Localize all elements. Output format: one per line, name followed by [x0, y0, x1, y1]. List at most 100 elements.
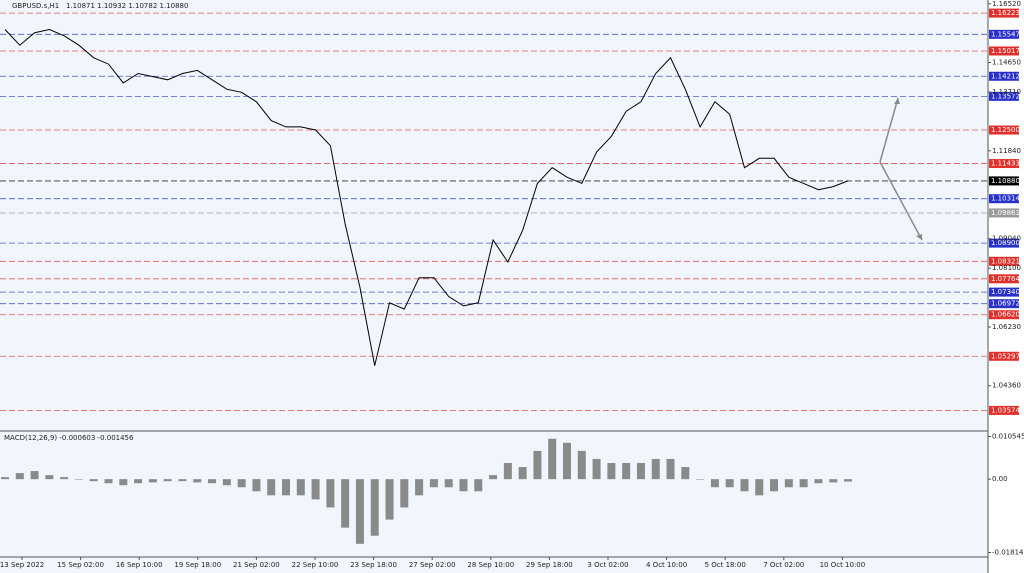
macd-bar	[740, 479, 749, 492]
macd-bar	[74, 479, 83, 480]
level-label-box	[989, 29, 1019, 39]
level-label-box	[989, 91, 1019, 101]
macd-bar	[1, 477, 9, 480]
macd-bar	[326, 479, 335, 508]
macd-bar	[252, 479, 261, 492]
y-tick-label: 0.00	[992, 475, 1008, 483]
plot-background	[0, 0, 988, 573]
y-tick-label: 1.16520	[992, 0, 1021, 8]
x-tick-label: 5 Oct 18:00	[705, 561, 746, 569]
level-label: 1.07340	[991, 288, 1020, 296]
level-label: 1.05297	[991, 352, 1020, 360]
x-tick-label: 27 Sep 02:00	[409, 561, 456, 569]
x-tick-label: 7 Oct 02:00	[763, 561, 804, 569]
y-tick-label: 1.04360	[992, 382, 1021, 390]
macd-bar	[844, 479, 852, 482]
macd-bar	[489, 475, 498, 480]
macd-bar	[710, 479, 719, 488]
macd-bar	[518, 467, 527, 480]
x-tick-label: 19 Sep 18:00	[174, 561, 221, 569]
y-tick-label: 1.13710	[992, 88, 1021, 96]
x-tick-label: 13 Sep 2022	[0, 561, 44, 569]
macd-bar	[89, 479, 98, 482]
level-label: 1.15547	[991, 30, 1020, 38]
level-label: 1.11433	[991, 160, 1020, 168]
x-tick-label: 28 Sep 10:00	[467, 561, 514, 569]
y-tick-label: 1.11840	[992, 147, 1021, 155]
price-line	[4, 28, 849, 366]
level-label-box	[989, 256, 1019, 266]
macd-bar	[814, 479, 823, 484]
macd-bar	[503, 462, 512, 480]
x-tick-label: 10 Oct 10:00	[820, 561, 866, 569]
level-label: 1.06972	[991, 300, 1020, 308]
level-label-box	[989, 208, 1019, 218]
level-label-box	[989, 310, 1019, 320]
level-label: 1.10880	[991, 177, 1020, 185]
macd-bar	[429, 479, 438, 488]
macd-bar	[296, 479, 305, 496]
y-tick-label: 0.010545	[992, 433, 1024, 441]
macd-bar	[444, 479, 453, 488]
macd-bar	[474, 479, 483, 492]
header-ohlc: 1.10871 1.10932 1.10782 1.10880	[66, 2, 188, 10]
level-label: 1.08900	[991, 239, 1020, 247]
x-tick-label: 16 Sep 10:00	[116, 561, 163, 569]
macd-bar	[607, 462, 616, 480]
level-label: 1.14212	[991, 72, 1020, 80]
macd-bar	[636, 462, 645, 480]
macd-title: MACD(12,26,9) -0.000603 -0.001456	[4, 434, 134, 442]
macd-bar	[370, 479, 379, 536]
macd-bar	[208, 479, 217, 484]
y-tick-label: 1.14650	[992, 59, 1021, 67]
level-label-box	[989, 274, 1019, 284]
x-tick-label: 3 Oct 02:00	[587, 561, 628, 569]
y-tick-label: 1.08100	[992, 264, 1021, 272]
level-label: 1.15017	[991, 47, 1020, 55]
forecast-arrows	[879, 97, 923, 241]
macd-bar	[415, 479, 424, 496]
level-label-box	[989, 125, 1019, 135]
macd-bar	[696, 479, 705, 480]
macd-bar	[784, 479, 793, 488]
x-tick-label: 23 Sep 18:00	[350, 561, 397, 569]
level-label-box	[989, 8, 1019, 18]
macd-bar	[755, 479, 764, 496]
macd-bar	[651, 458, 660, 480]
x-tick-label: 15 Sep 02:00	[57, 561, 104, 569]
macd-bar	[548, 438, 557, 480]
level-label: 1.03574	[991, 406, 1020, 414]
macd-bar	[666, 458, 675, 480]
level-label: 1.07764	[991, 275, 1020, 283]
macd-bar	[725, 479, 734, 488]
level-label: 1.12500	[991, 126, 1020, 134]
macd-bar	[829, 479, 838, 483]
macd-bar	[104, 479, 113, 484]
macd-bar	[15, 473, 24, 480]
level-label: 1.10314	[991, 195, 1020, 203]
macd-bar	[400, 479, 409, 508]
x-tick-label: 21 Sep 02:00	[233, 561, 280, 569]
macd-bar	[385, 479, 394, 520]
header-symbol: GBPUSD.s,H1	[12, 2, 59, 10]
level-label: 1.13572	[991, 92, 1020, 100]
y-tick-label: 1.09040	[992, 235, 1021, 243]
macd-bar	[237, 479, 246, 488]
y-tick-label: 1.06230	[992, 323, 1021, 331]
level-label: 1.06620	[991, 311, 1020, 319]
macd-bar	[592, 458, 601, 480]
x-tick-label: 29 Sep 18:00	[526, 561, 573, 569]
level-label-box	[989, 238, 1019, 248]
macd-bar	[770, 479, 779, 492]
macd-bar	[577, 450, 586, 480]
macd-bar	[681, 467, 690, 480]
level-label-box	[989, 46, 1019, 56]
macd-bar	[119, 479, 128, 486]
macd-bar	[134, 479, 143, 484]
macd-bar	[222, 479, 231, 486]
macd-bar	[341, 479, 350, 528]
level-label-box	[989, 405, 1019, 415]
y-tick-label: -0.018145	[992, 548, 1024, 556]
macd-bar	[178, 479, 187, 482]
macd-bar	[60, 477, 69, 480]
